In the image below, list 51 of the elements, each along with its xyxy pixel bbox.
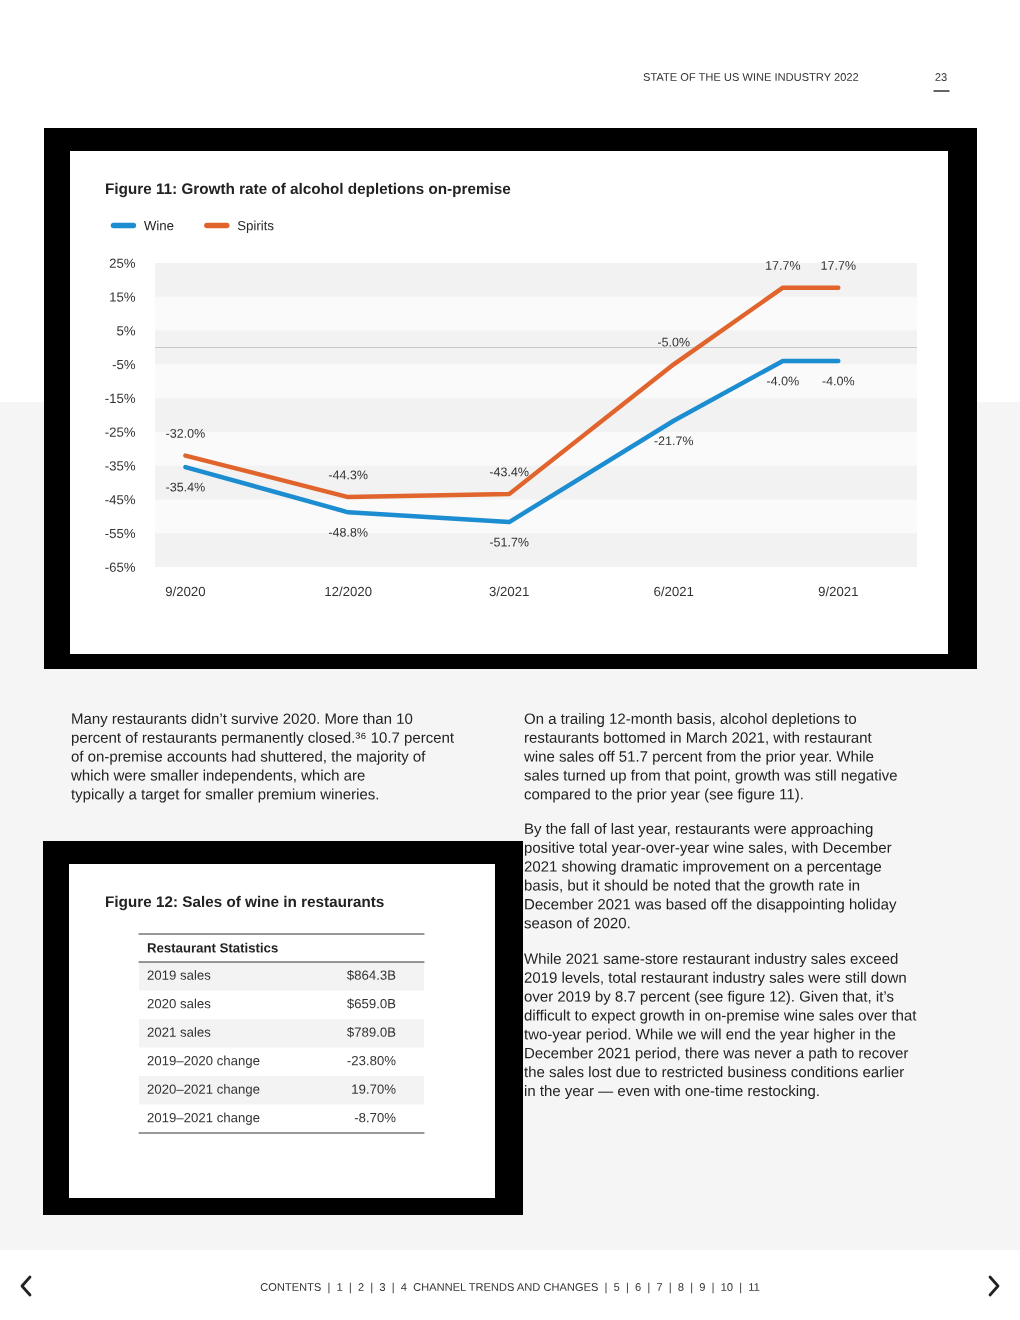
text: $659.0B: [346, 998, 396, 1010]
data-label: -21.7%: [654, 436, 694, 446]
y-tick-label: -35%: [105, 461, 136, 471]
text: Figure 12: Sales of wine in restaurants: [106, 895, 384, 911]
x-tick-label: 9/2021: [818, 586, 858, 597]
y-tick-label: 5%: [117, 326, 136, 336]
text: Many restaurants didn’t survive 2020. More than 10 percent of restaurants permanently closed.³⁶ 10.7 percent of on-premise accounts had shuttered, the majority of which were smaller independents, which are typically a target for smaller premium wineries.: [70, 713, 454, 803]
data-label: -44.3%: [328, 470, 368, 480]
data-label: -4.0%: [822, 376, 855, 386]
legend-label: Spirits: [237, 220, 274, 233]
data-label: -4.0%: [767, 376, 799, 386]
y-tick-label: -55%: [105, 528, 136, 539]
text: 2021 sales: [147, 1027, 211, 1037]
text: While 2021 same-store restaurant industry sales exceed 2019 levels, total restaurant industry sales were still down over 2019 by 8.7 percent (see figure 12). Given that, it’s difficult to expect growth in on-premise wine sales over that two-year period. While we will end the year higher in the December 2021 period, there was never a path to recover the sales lost due to restricted business conditions earlier in the year — even with one-time restocking.: [524, 953, 917, 1100]
x-tick-label: 12/2020: [325, 586, 372, 597]
x-tick-label: 9/2020: [165, 586, 206, 597]
text: $789.0B: [346, 1026, 396, 1038]
text: CONTENTS | 1 | 2 | 3 | 4 CHANNEL TRENDS AND CHANGES | 5 | 6 | 7 | 8 | 9 | 10 | 11: [260, 1282, 760, 1294]
text: 2020 sales: [147, 998, 211, 1009]
data-label: -35.4%: [166, 482, 205, 492]
text: By the fall of last year, restaurants were approaching positive total year-over-year wine sales, with December 2021 showing dramatic improvement on a percentage basis, but it should be noted that the growth rate in December 2021 was based off the disappointing holiday season of 2020.: [524, 823, 897, 929]
text: Restaurant Statistics: [147, 942, 278, 953]
text: 2019 sales: [147, 970, 211, 980]
text: 2019–2021 change: [147, 1112, 260, 1125]
data-label: -32.0%: [166, 428, 205, 438]
legend-label: Wine: [143, 220, 174, 231]
text: -8.70%: [354, 1112, 396, 1123]
x-tick-label: 3/2021: [489, 586, 529, 597]
y-tick-label: -15%: [105, 393, 136, 404]
y-tick-label: 25%: [109, 258, 136, 268]
text: STATE OF THE US WINE INDUSTRY 2022: [643, 73, 859, 81]
data-label: -5.0%: [657, 337, 690, 347]
data-label: -51.7%: [489, 537, 529, 547]
text: 2020–2021 change: [147, 1084, 260, 1097]
y-tick-label: -45%: [105, 495, 136, 505]
data-label: -43.4%: [489, 467, 529, 477]
text: 19.70%: [352, 1084, 396, 1094]
y-tick-label: -5%: [112, 359, 136, 370]
data-label: -48.8%: [328, 527, 368, 537]
text: 2019–2020 change: [147, 1055, 260, 1068]
y-tick-label: 15%: [110, 292, 136, 302]
text: $864.3B: [346, 969, 396, 981]
y-tick-label: -25%: [105, 427, 136, 437]
data-label: 17.7%: [766, 261, 801, 270]
text: 23: [935, 73, 947, 81]
x-tick-label: 6/2021: [654, 586, 694, 597]
text: On a trailing 12-month basis, alcohol depletions to restaurants bottomed in March 2021, with restaurant wine sales off 51.7 percent from the prior year. While sales turned up from that point, growth was still negative compared to the prior year (see figure 11).: [523, 713, 897, 803]
text: -23.80%: [347, 1055, 396, 1066]
chart-title: Figure 11: Growth rate of alcohol depletions on-premise: [106, 182, 511, 198]
data-label: 17.7%: [821, 261, 856, 270]
y-tick-label: -65%: [105, 562, 136, 572]
